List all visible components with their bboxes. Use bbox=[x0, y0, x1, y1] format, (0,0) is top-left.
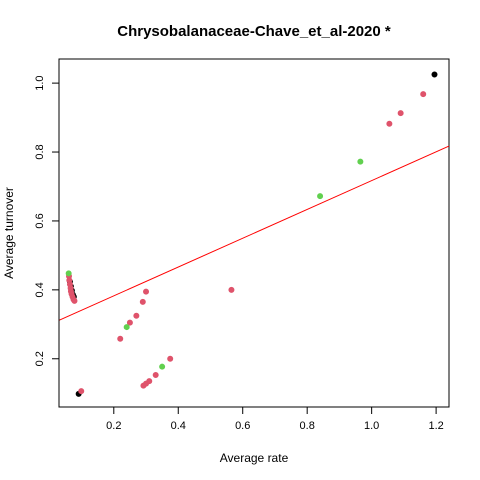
data-point bbox=[117, 335, 124, 342]
x-axis-label: Average rate bbox=[220, 451, 289, 465]
data-point bbox=[431, 71, 438, 78]
data-point bbox=[78, 388, 85, 395]
data-point bbox=[133, 312, 140, 319]
data-point bbox=[420, 91, 427, 98]
data-point bbox=[126, 319, 133, 326]
regression-line bbox=[58, 145, 450, 321]
data-points bbox=[65, 71, 438, 397]
y-tick-label: 0.2 bbox=[34, 351, 46, 366]
x-ticks: 0.2 0.4 0.6 0.8 1.0 1.2 bbox=[106, 407, 444, 432]
data-point bbox=[357, 158, 364, 165]
data-point bbox=[386, 120, 393, 127]
data-point bbox=[143, 288, 150, 295]
y-tick-label: 0.6 bbox=[34, 213, 46, 228]
data-point bbox=[159, 363, 166, 370]
data-point bbox=[139, 298, 146, 305]
x-tick-label: 1.0 bbox=[364, 420, 379, 432]
data-point bbox=[71, 297, 78, 304]
y-tick-label: 0.8 bbox=[34, 144, 46, 159]
y-tick-label: 0.4 bbox=[34, 282, 46, 297]
x-axis: 0.2 0.4 0.6 0.8 1.0 1.2 bbox=[106, 406, 444, 432]
data-point bbox=[228, 286, 235, 293]
data-point bbox=[65, 270, 72, 277]
y-ticks: 0.2 0.4 0.6 0.8 1.0 bbox=[34, 75, 59, 366]
x-tick-label: 1.2 bbox=[428, 420, 443, 432]
y-axis-label: Average turnover bbox=[2, 187, 16, 279]
x-tick-label: 0.8 bbox=[300, 420, 315, 432]
data-point bbox=[146, 378, 153, 385]
data-point bbox=[317, 193, 324, 200]
data-point bbox=[152, 371, 159, 378]
chart-title: Chrysobalanaceae-Chave_et_al-2020 * bbox=[117, 23, 391, 40]
x-tick-label: 0.2 bbox=[106, 420, 121, 432]
x-tick-label: 0.6 bbox=[235, 420, 250, 432]
plot-area bbox=[58, 58, 450, 408]
data-point bbox=[123, 324, 130, 331]
x-tick-label: 0.4 bbox=[171, 420, 186, 432]
y-axis: 0.2 0.4 0.6 0.8 1.0 bbox=[34, 75, 60, 366]
data-point bbox=[397, 110, 404, 117]
y-tick-label: 1.0 bbox=[34, 75, 46, 90]
data-point bbox=[167, 355, 174, 362]
